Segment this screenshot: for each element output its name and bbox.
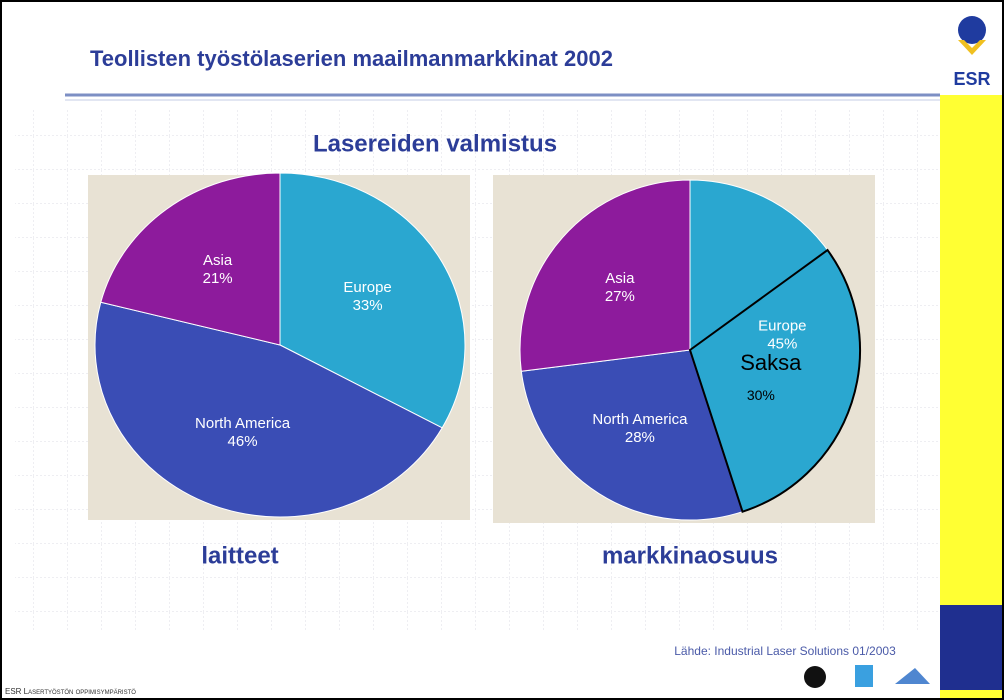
slice-value-label: 28%	[625, 429, 655, 446]
pie-slice	[520, 349, 744, 521]
logo-text: ESR	[953, 69, 990, 89]
slice-value-label: 45%	[767, 335, 797, 352]
slice-value-label: 21%	[203, 270, 233, 287]
side-band	[940, 0, 1004, 700]
slice-label: Europe	[343, 279, 391, 296]
pie-slice	[100, 172, 281, 346]
annotation-label: Saksa	[740, 350, 802, 375]
slide-title: Teollisten työstölaserien maailmanmarkki…	[90, 46, 613, 71]
annotation-value-label: 30%	[747, 387, 775, 403]
pie-caption: markkinaosuus	[602, 542, 778, 569]
pie-caption: laitteet	[201, 542, 278, 569]
footer: ESR Lasertyöstön oppimisympäristö	[5, 687, 136, 696]
partner-logos	[804, 665, 930, 688]
gear-logo	[804, 666, 826, 688]
slice-label: Europe	[758, 317, 806, 334]
logo-mark	[958, 40, 986, 55]
side-block	[940, 605, 1004, 690]
slice-label: Asia	[605, 270, 635, 287]
logo-stars	[958, 16, 986, 44]
slice-label: North America	[592, 411, 688, 428]
source: Lähde: Industrial Laser Solutions 01/200…	[674, 644, 896, 658]
pie-slice	[519, 179, 691, 372]
slice-label: Asia	[203, 252, 233, 269]
subtitle: Lasereiden valmistus	[313, 130, 557, 157]
slice-value-label: 33%	[353, 297, 383, 314]
pie-slice	[279, 172, 466, 429]
slice-label: North America	[195, 415, 291, 432]
slice-value-label: 27%	[605, 288, 635, 305]
slice-value-label: 46%	[228, 433, 258, 450]
tut-logo	[855, 665, 873, 687]
annotation-wedge	[688, 248, 861, 513]
logo-box	[940, 0, 1004, 95]
wave-logo	[895, 668, 930, 684]
pie-slice	[94, 301, 443, 518]
